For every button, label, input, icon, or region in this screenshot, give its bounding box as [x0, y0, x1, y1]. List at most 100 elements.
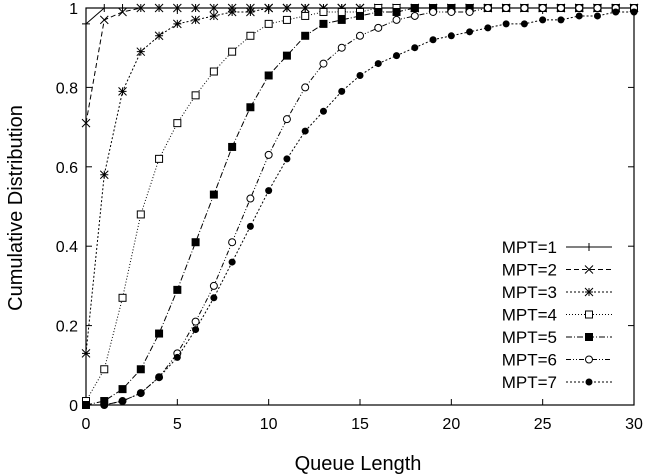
data-point	[154, 31, 164, 41]
x-tick-label: 15	[351, 416, 369, 433]
series-group	[81, 3, 639, 409]
data-point	[520, 4, 529, 12]
data-point	[82, 401, 90, 409]
data-point	[282, 3, 292, 13]
x-tick-label: 25	[534, 416, 552, 433]
data-point	[137, 389, 145, 397]
data-point	[173, 119, 182, 128]
series-6	[82, 4, 638, 409]
data-point	[356, 31, 364, 40]
series-2	[81, 3, 639, 128]
y-tick-label: 1	[69, 1, 78, 18]
data-point	[447, 32, 455, 40]
data-point	[227, 7, 237, 17]
data-point	[301, 11, 310, 20]
data-point	[118, 385, 127, 394]
data-point	[81, 349, 91, 358]
data-point	[136, 3, 146, 13]
data-point	[630, 8, 638, 16]
legend-entry: MPT=2	[502, 261, 612, 280]
x-tick-label: 10	[260, 416, 278, 433]
x-tick-label: 5	[173, 416, 182, 433]
legend-label: MPT=1	[502, 238, 557, 257]
data-point	[393, 52, 401, 60]
data-point	[337, 43, 346, 52]
data-point	[118, 7, 127, 17]
data-point	[319, 19, 328, 28]
data-point	[191, 317, 200, 326]
data-point	[264, 150, 273, 159]
data-point	[447, 7, 456, 16]
data-point	[172, 3, 182, 13]
data-point	[155, 329, 164, 338]
data-point	[228, 47, 237, 56]
data-point	[209, 3, 219, 13]
data-point	[246, 31, 255, 40]
data-point	[246, 7, 255, 17]
legend: MPT=1 MPT=2 MPT=3 MPT=4 MPT=5 MPT=6 MPT=7	[502, 238, 612, 392]
data-point	[82, 19, 90, 28]
legend-label: MPT=3	[502, 283, 557, 302]
data-point	[228, 238, 237, 247]
legend-entry: MPT=3	[502, 283, 612, 302]
data-point	[100, 4, 109, 12]
data-point	[191, 91, 200, 100]
data-point	[593, 4, 602, 12]
data-point	[282, 115, 291, 124]
data-point	[228, 142, 237, 151]
data-point	[246, 194, 255, 203]
legend-entry: MPT=5	[502, 328, 612, 347]
data-point	[520, 20, 528, 28]
data-point	[483, 4, 492, 12]
data-point	[119, 397, 127, 405]
series-line	[85, 7, 634, 124]
data-point	[337, 7, 346, 16]
data-point	[246, 103, 255, 112]
data-point	[300, 3, 310, 13]
legend-entry: MPT=7	[502, 373, 612, 392]
data-point	[210, 294, 218, 302]
data-point	[100, 401, 108, 409]
x-tick-label: 0	[82, 416, 91, 433]
data-point	[374, 23, 383, 32]
data-point	[192, 326, 200, 334]
legend-label: MPT=6	[502, 351, 557, 370]
legend-marker	[585, 333, 593, 341]
data-point	[612, 8, 620, 16]
data-point	[209, 190, 218, 199]
legend-entry: MPT=4	[502, 306, 612, 325]
legend-label: MPT=7	[502, 373, 557, 392]
data-point	[209, 281, 218, 290]
series-5	[82, 4, 638, 409]
x-tick-label: 20	[442, 416, 460, 433]
y-tick-label: 0.4	[56, 239, 78, 256]
y-tick-label: 0.6	[56, 160, 78, 177]
data-point	[411, 44, 419, 52]
data-point	[356, 11, 364, 20]
data-point	[301, 83, 310, 92]
data-point	[429, 7, 438, 16]
data-point	[410, 4, 419, 12]
legend-label: MPT=5	[502, 328, 557, 347]
data-point	[465, 7, 474, 16]
data-point	[282, 51, 291, 60]
data-point	[282, 15, 291, 24]
data-point	[209, 11, 219, 21]
series-7	[82, 8, 638, 409]
data-point	[118, 4, 127, 12]
x-axis-label: Queue Length	[295, 453, 422, 474]
data-point	[136, 210, 145, 219]
data-point	[374, 60, 382, 68]
legend-entry: MPT=6	[502, 351, 612, 370]
y-axis-label: Cumulative Distribution	[5, 105, 27, 311]
data-point	[154, 3, 164, 13]
data-point	[337, 15, 346, 24]
data-point	[301, 31, 310, 40]
data-point	[81, 118, 91, 128]
data-point	[118, 87, 127, 96]
data-point	[466, 28, 474, 36]
series-3	[81, 3, 639, 358]
data-point	[264, 3, 274, 13]
legend-marker	[585, 355, 593, 364]
